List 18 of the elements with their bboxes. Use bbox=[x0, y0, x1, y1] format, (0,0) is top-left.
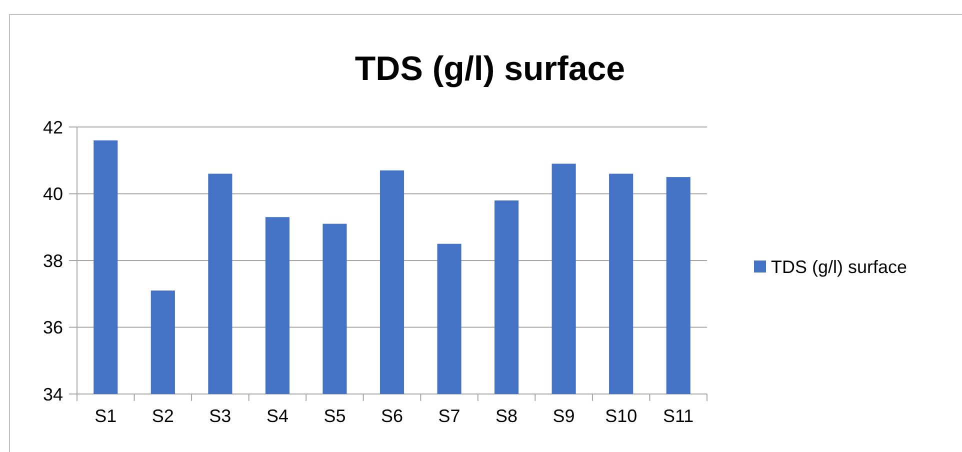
x-tick-label: S8 bbox=[496, 406, 518, 426]
y-tick-label: 42 bbox=[42, 117, 63, 138]
x-tick-label: S1 bbox=[94, 406, 117, 426]
y-tick-label: 34 bbox=[42, 384, 63, 404]
y-tick-label: 38 bbox=[42, 250, 63, 271]
x-tick-label: S9 bbox=[552, 406, 575, 426]
chart-title: TDS (g/l) surface bbox=[354, 50, 626, 88]
y-tick-label: 40 bbox=[42, 184, 63, 204]
x-tick-label: S10 bbox=[605, 406, 638, 426]
x-tick-label: S11 bbox=[663, 406, 694, 426]
x-tick-label: S7 bbox=[438, 406, 460, 426]
y-tick-label: 36 bbox=[42, 318, 63, 338]
x-tick-label: S2 bbox=[152, 406, 174, 426]
x-tick-label: S4 bbox=[266, 406, 288, 426]
x-tick-label: S5 bbox=[324, 406, 346, 426]
x-tick-label: S6 bbox=[380, 406, 404, 426]
x-tick-label: S3 bbox=[209, 406, 232, 426]
legend-label: TDS (g/l) surface bbox=[771, 256, 908, 277]
